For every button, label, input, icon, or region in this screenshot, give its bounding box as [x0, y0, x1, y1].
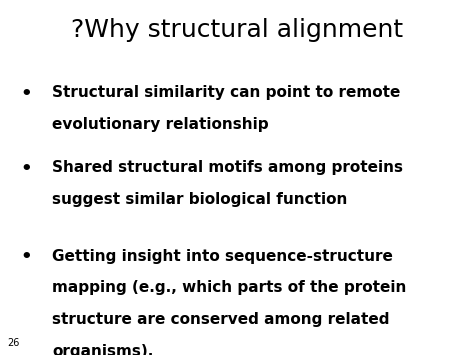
Text: •: •: [20, 248, 32, 267]
Text: evolutionary relationship: evolutionary relationship: [52, 117, 269, 132]
Text: structure are conserved among related: structure are conserved among related: [52, 312, 390, 327]
Text: •: •: [20, 85, 32, 103]
Text: •: •: [20, 160, 32, 178]
Text: Structural similarity can point to remote: Structural similarity can point to remot…: [52, 85, 401, 100]
Text: organisms).: organisms).: [52, 344, 154, 355]
Text: Getting insight into sequence-structure: Getting insight into sequence-structure: [52, 248, 393, 263]
Text: suggest similar biological function: suggest similar biological function: [52, 192, 347, 207]
Text: Shared structural motifs among proteins: Shared structural motifs among proteins: [52, 160, 403, 175]
Text: mapping (e.g., which parts of the protein: mapping (e.g., which parts of the protei…: [52, 280, 407, 295]
Text: 26: 26: [7, 338, 19, 348]
Text: ?Why structural alignment: ?Why structural alignment: [71, 18, 403, 42]
